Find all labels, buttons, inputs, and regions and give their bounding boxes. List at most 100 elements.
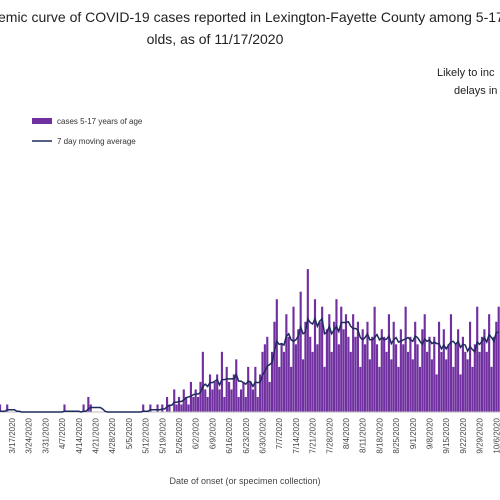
x-tick-label: 5/26/2020 [175, 417, 184, 453]
bar [194, 389, 197, 412]
x-tick-label: 6/16/2020 [225, 417, 234, 453]
chart-title: emic curve of COVID-19 cases reported in… [0, 9, 500, 25]
bar [352, 314, 355, 412]
bar [421, 329, 424, 412]
bar [211, 389, 214, 412]
bar [206, 396, 209, 412]
bar [473, 344, 476, 412]
bar [87, 396, 90, 412]
bar [468, 321, 472, 412]
bar [177, 396, 181, 412]
bar [395, 344, 398, 412]
bar [490, 366, 493, 412]
bar [392, 321, 395, 412]
bar [282, 351, 286, 412]
legend-label: cases 5-17 years of age [57, 117, 143, 126]
bar [335, 299, 338, 412]
x-tick-label: 9/22/2020 [459, 417, 468, 453]
bar [63, 404, 66, 412]
bar [330, 351, 333, 412]
bar [440, 351, 443, 412]
bar [464, 351, 467, 412]
bar [254, 366, 257, 412]
bar [316, 344, 319, 412]
bar [426, 351, 429, 412]
bar [442, 329, 445, 412]
bar [256, 396, 259, 412]
bar [208, 374, 212, 412]
bar [247, 366, 250, 412]
x-tick-label: 5/5/2020 [125, 417, 134, 449]
bar [192, 396, 195, 412]
bar [433, 336, 436, 412]
x-tick-label: 4/21/2020 [92, 417, 101, 453]
bar [301, 359, 305, 412]
bar [313, 299, 317, 412]
x-tick-label: 8/18/2020 [375, 417, 384, 453]
bar [235, 359, 238, 412]
bar [261, 351, 264, 412]
bar [340, 306, 343, 412]
bar [268, 381, 271, 412]
x-tick-label: 4/14/2020 [75, 417, 84, 453]
bar [361, 329, 364, 412]
bar [404, 306, 407, 412]
bar [411, 359, 414, 412]
bar [342, 329, 345, 412]
bar [199, 381, 202, 412]
bar [275, 299, 278, 412]
bar [356, 321, 360, 412]
bar [290, 366, 293, 412]
bar [483, 329, 486, 412]
bar [218, 389, 221, 412]
x-tick-label: 7/14/2020 [292, 417, 301, 453]
bar [497, 306, 500, 412]
annotation: Likely to inc [437, 67, 495, 79]
bar [280, 344, 283, 412]
bar [185, 396, 188, 412]
bar [292, 306, 295, 412]
bar [223, 396, 226, 412]
x-tick-label: 7/28/2020 [325, 417, 334, 453]
bar [325, 329, 328, 412]
bar [0, 404, 2, 412]
bar [220, 351, 224, 412]
bar [380, 329, 383, 412]
bar [390, 359, 393, 412]
bar [6, 404, 9, 412]
bar [278, 366, 281, 412]
bar [354, 336, 357, 412]
chart-title: olds, as of 11/17/2020 [147, 31, 284, 47]
bar [418, 366, 422, 412]
bar [399, 329, 402, 412]
bar [423, 314, 426, 412]
bar [306, 269, 309, 412]
x-tick-label: 9/8/2020 [426, 417, 435, 449]
bar [454, 344, 457, 412]
bar [461, 336, 464, 412]
bar [318, 321, 321, 412]
bar [371, 336, 374, 412]
x-tick-label: 8/11/2020 [359, 417, 368, 453]
bar [476, 306, 479, 412]
bar [309, 336, 312, 412]
bar [165, 396, 169, 412]
bar [428, 336, 431, 412]
bar [337, 344, 340, 412]
bar [437, 321, 441, 412]
bar [204, 389, 207, 412]
x-tick-label: 5/19/2020 [158, 417, 167, 453]
annotation: delays in [454, 85, 497, 97]
bar [244, 396, 247, 412]
bar [149, 404, 152, 412]
legend-swatch [32, 118, 52, 124]
bar [251, 389, 255, 412]
bar [349, 351, 352, 412]
bar [495, 321, 498, 412]
x-tick-label: 8/4/2020 [342, 417, 351, 449]
bar [347, 336, 350, 412]
bar [332, 321, 336, 412]
bar [452, 366, 455, 412]
x-tick-label: 6/30/2020 [259, 417, 268, 453]
